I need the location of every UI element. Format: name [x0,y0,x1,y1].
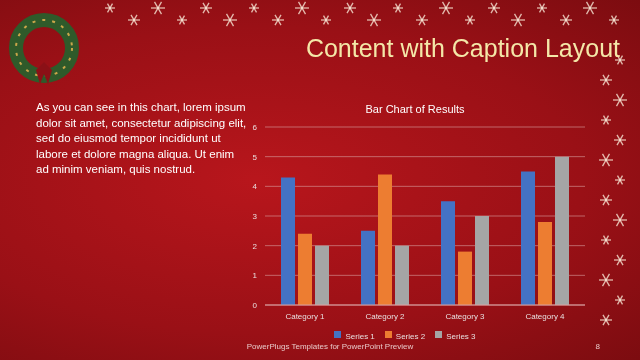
html-text:As you can see in this chart,: As you can see in this chart, lorem ipsu… [36,101,247,175]
svg-text:3: 3 [253,212,258,221]
html-text:Series 2: Series 2 [395,332,426,341]
svg-text:1: 1 [253,271,258,280]
svg-text:4: 4 [253,182,258,191]
html-text:8: 8 [595,342,600,351]
svg-text:5: 5 [253,153,258,162]
svg-text:Category 3: Category 3 [445,312,485,321]
svg-text:Category 4: Category 4 [525,312,565,321]
html-text:PowerPlugs Templates for Power: PowerPlugs Templates for PowerPoint Prev… [246,342,414,351]
html-text:Series 1: Series 1 [345,332,375,341]
svg-text:Category 1: Category 1 [285,312,325,321]
html-text:Series 3: Series 3 [446,332,476,341]
html-text:Content with Caption Layout: Content with Caption Layout [305,34,620,62]
svg-text:2: 2 [253,242,258,251]
svg-text:6: 6 [253,123,258,132]
svg-text:0: 0 [253,301,258,310]
svg-text:Category 2: Category 2 [365,312,405,321]
html-text:Bar Chart of Results: Bar Chart of Results [365,103,465,115]
